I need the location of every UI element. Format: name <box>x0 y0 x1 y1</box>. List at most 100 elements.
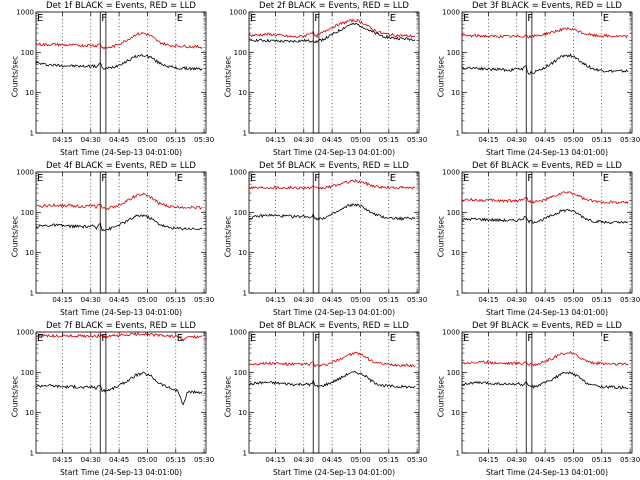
interval-box <box>525 331 533 454</box>
marker-label: F <box>527 13 533 24</box>
series-lld <box>35 192 203 211</box>
x-tick-label: 04:45 <box>535 296 555 304</box>
x-tick-label: 05:15 <box>379 296 399 304</box>
series-lld <box>461 190 629 205</box>
x-tick-label: 05:30 <box>407 456 427 464</box>
marker-label: E <box>250 333 256 344</box>
panel-det-2: Det 2f BLACK = Events, RED = LLD Counts/s… <box>213 0 428 160</box>
marker-label: E <box>250 13 256 24</box>
x-tick-label: 05:00 <box>350 296 370 304</box>
x-tick-label: 04:30 <box>294 296 314 304</box>
x-tick-label: 04:15 <box>478 296 498 304</box>
x-tick-label: 04:30 <box>294 136 314 144</box>
x-axis-label: Start Time (24-Sep-13 04:01:00) <box>486 468 608 477</box>
y-tick-label: 10 <box>238 409 247 417</box>
series-lld <box>248 18 416 39</box>
x-tick-label: 05:30 <box>194 296 214 304</box>
marker-label: E <box>463 173 469 184</box>
marker-label: E <box>177 173 183 184</box>
x-tick-label: 05:15 <box>166 296 186 304</box>
y-tick-label: 100 <box>21 369 34 377</box>
x-tick-label: 05:30 <box>620 296 640 304</box>
plot-svg: 1 10 100 1000 04:15 04:30 04:45 05:00 05:15 05:30… <box>442 169 640 305</box>
marker-label: F <box>101 173 107 184</box>
y-tick-label: 1000 <box>16 169 34 177</box>
interval-box <box>312 331 320 454</box>
marker-label: E <box>603 173 609 184</box>
axes-frame <box>248 331 420 454</box>
axes-frame <box>461 171 633 294</box>
panel-det-7: Det 7f BLACK = Events, RED = LLD Counts/s… <box>0 320 215 480</box>
x-tick-label: 05:00 <box>350 456 370 464</box>
x-tick-label: 04:45 <box>322 296 342 304</box>
panel-det-9: Det 9f BLACK = Events, RED = LLD Counts/s… <box>426 320 640 480</box>
x-axis-label: Start Time (24-Sep-13 04:01:00) <box>273 148 395 157</box>
x-tick-label: 04:45 <box>109 136 129 144</box>
series-lld <box>35 31 203 50</box>
panel-title: Det 5f BLACK = Events, RED = LLD <box>259 161 409 171</box>
plot-svg: 1 10 100 1000 04:15 04:30 04:45 05:00 05:15 05:30… <box>16 169 214 305</box>
x-tick-label: 05:00 <box>563 296 583 304</box>
marker-label: E <box>177 13 183 24</box>
series-events <box>461 53 629 75</box>
panel-title: Det 8f BLACK = Events, RED = LLD <box>259 321 409 331</box>
x-axis-label: Start Time (24-Sep-13 04:01:00) <box>486 148 608 157</box>
axes-frame <box>248 171 420 294</box>
marker-label: E <box>603 333 609 344</box>
axes-frame <box>35 331 207 454</box>
interval-box <box>312 171 320 294</box>
x-tick-label: 05:00 <box>137 456 157 464</box>
series-lld <box>248 351 416 368</box>
panel-title: Det 3f BLACK = Events, RED = LLD <box>472 1 622 11</box>
y-tick-label: 10 <box>451 249 460 257</box>
x-tick-label: 04:15 <box>478 136 498 144</box>
x-tick-label: 04:15 <box>265 456 285 464</box>
y-tick-label: 1 <box>30 130 34 138</box>
x-tick-label: 04:45 <box>109 456 129 464</box>
y-tick-label: 10 <box>238 89 247 97</box>
panel-title: Det 7f BLACK = Events, RED = LLD <box>46 321 196 331</box>
panel-det-6: Det 6f BLACK = Events, RED = LLD Counts/s… <box>426 160 640 320</box>
interval-box <box>312 11 320 134</box>
series-events <box>35 53 203 71</box>
interval-box <box>525 171 533 294</box>
y-tick-label: 10 <box>451 409 460 417</box>
marker-label: E <box>390 333 396 344</box>
x-tick-label: 05:30 <box>407 296 427 304</box>
y-tick-label: 1000 <box>442 169 460 177</box>
panel-title: Det 1f BLACK = Events, RED = LLD <box>46 1 196 11</box>
x-tick-label: 05:00 <box>350 136 370 144</box>
y-tick-label: 1000 <box>442 9 460 17</box>
marker-label: E <box>390 13 396 24</box>
plot-svg: 1 10 100 1000 04:15 04:30 04:45 05:00 05:15 05:30… <box>229 169 427 305</box>
x-tick-label: 05:15 <box>379 136 399 144</box>
marker-label: E <box>603 13 609 24</box>
series-events <box>248 22 416 44</box>
y-tick-label: 100 <box>21 49 34 57</box>
series-lld <box>35 331 203 342</box>
x-tick-label: 05:15 <box>592 136 612 144</box>
x-tick-label: 04:45 <box>322 136 342 144</box>
series-events <box>461 208 629 225</box>
plot-svg: 1 10 100 1000 04:15 04:30 04:45 05:00 05:15 05:30… <box>229 9 427 145</box>
x-tick-label: 05:00 <box>563 136 583 144</box>
x-tick-label: 05:15 <box>592 296 612 304</box>
marker-label: F <box>527 333 533 344</box>
plot-svg: 1 10 100 1000 04:15 04:30 04:45 05:00 05:15 05:30… <box>16 9 214 145</box>
y-tick-label: 10 <box>25 89 34 97</box>
x-axis-label: Start Time (24-Sep-13 04:01:00) <box>486 308 608 317</box>
y-tick-label: 1 <box>30 290 34 298</box>
plot-svg: 1 10 100 1000 04:15 04:30 04:45 05:00 05:15 05:30… <box>229 329 427 465</box>
x-axis-label: Start Time (24-Sep-13 04:01:00) <box>60 308 182 317</box>
x-axis-label: Start Time (24-Sep-13 04:01:00) <box>273 308 395 317</box>
interval-box <box>99 331 107 454</box>
marker-label: E <box>37 13 43 24</box>
y-tick-label: 100 <box>447 209 460 217</box>
y-tick-label: 100 <box>447 369 460 377</box>
y-tick-label: 10 <box>25 249 34 257</box>
x-tick-label: 04:30 <box>507 296 527 304</box>
y-tick-label: 10 <box>25 409 34 417</box>
x-tick-label: 05:15 <box>379 456 399 464</box>
panel-title: Det 2f BLACK = Events, RED = LLD <box>259 1 409 11</box>
y-tick-label: 1 <box>456 130 460 138</box>
